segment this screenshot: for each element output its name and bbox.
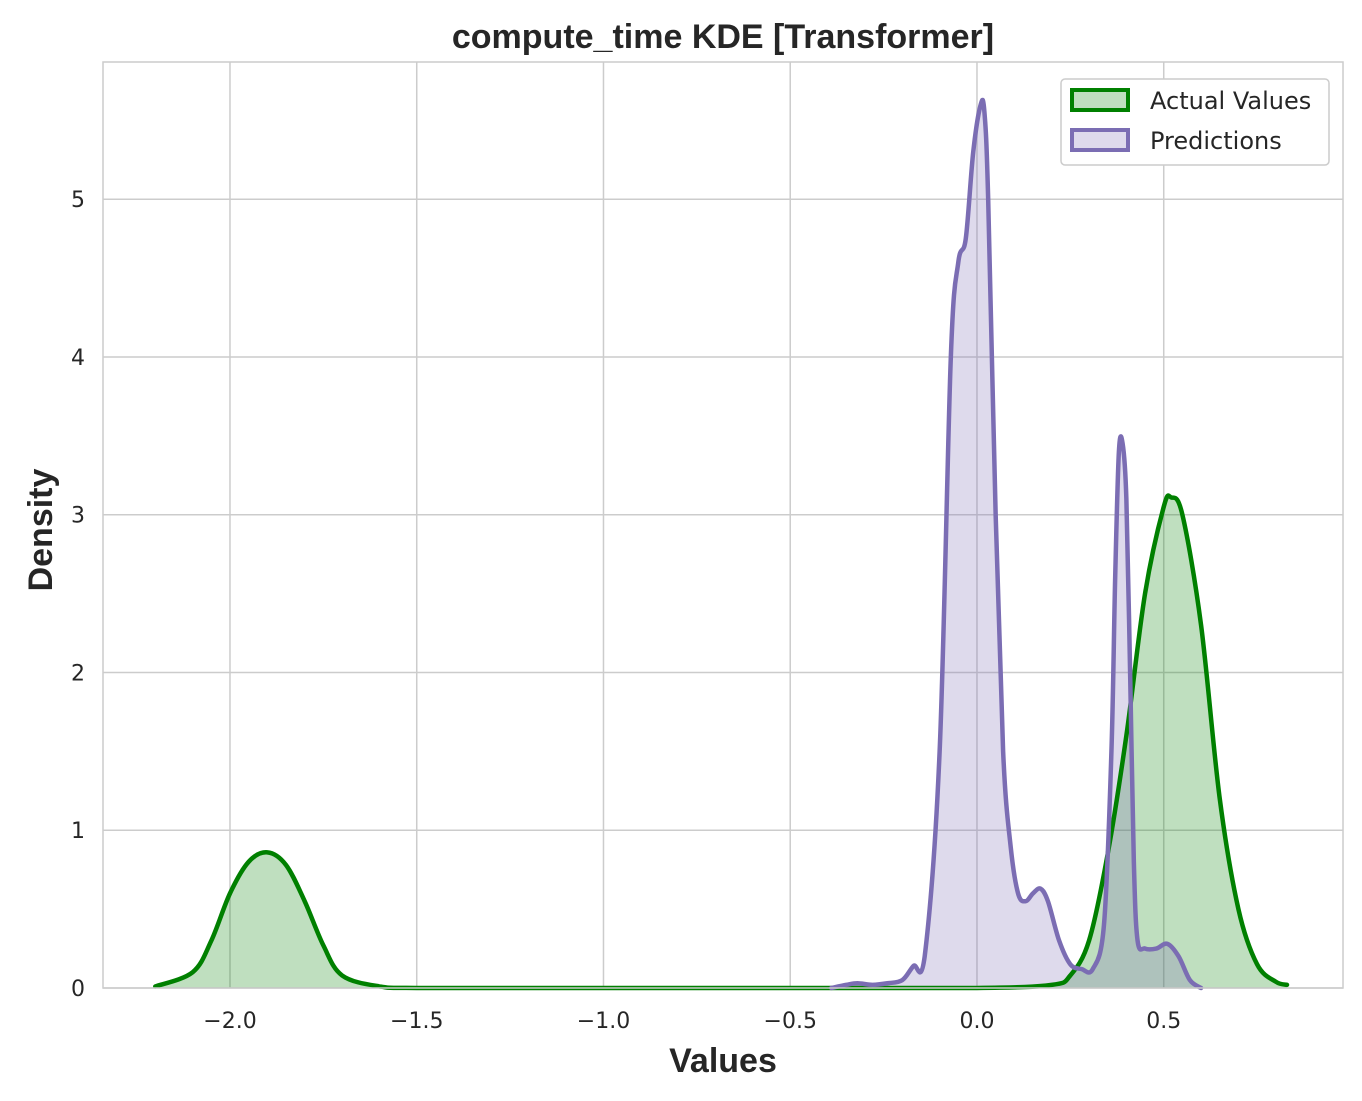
x-tick-label: −2.0	[203, 1009, 256, 1034]
y-tick-label: 1	[71, 819, 85, 844]
plot-frame	[102, 61, 1344, 989]
density-line-actual-values	[153, 493, 1290, 991]
density-lines	[153, 97, 1290, 991]
x-tick-label: −1.0	[577, 1009, 630, 1034]
x-tick-label: 0.5	[1146, 1009, 1181, 1034]
y-tick-label: 0	[71, 977, 85, 1002]
density-fill-actual-values	[155, 495, 1287, 988]
y-tick-labels: 0 1 2 3 4 5	[71, 188, 85, 1002]
y-axis-label: Density	[22, 469, 60, 592]
y-tick-label: 4	[71, 346, 85, 371]
x-tick-label: −1.5	[390, 1009, 443, 1034]
y-tick-label: 3	[71, 504, 85, 529]
x-axis-label: Values	[669, 1042, 777, 1080]
x-tick-label: −0.5	[764, 1009, 817, 1034]
legend-label-predictions: Predictions	[1150, 127, 1282, 155]
x-tick-label: 0.0	[959, 1009, 994, 1034]
density-line-predictions	[829, 97, 1204, 991]
legend-label-actual-values: Actual Values	[1150, 87, 1311, 115]
legend: Actual Values Predictions	[1060, 78, 1330, 166]
y-tick-label: 5	[71, 188, 85, 213]
legend-swatch-actual-values	[1070, 88, 1130, 112]
legend-swatch-predictions	[1070, 128, 1130, 152]
grid	[103, 62, 1343, 989]
x-tick-labels: −2.0 −1.5 −1.0 −0.5 0.0 0.5	[203, 1009, 1181, 1034]
y-tick-label: 2	[71, 661, 85, 686]
chart-title: compute_time KDE [Transformer]	[452, 18, 994, 56]
